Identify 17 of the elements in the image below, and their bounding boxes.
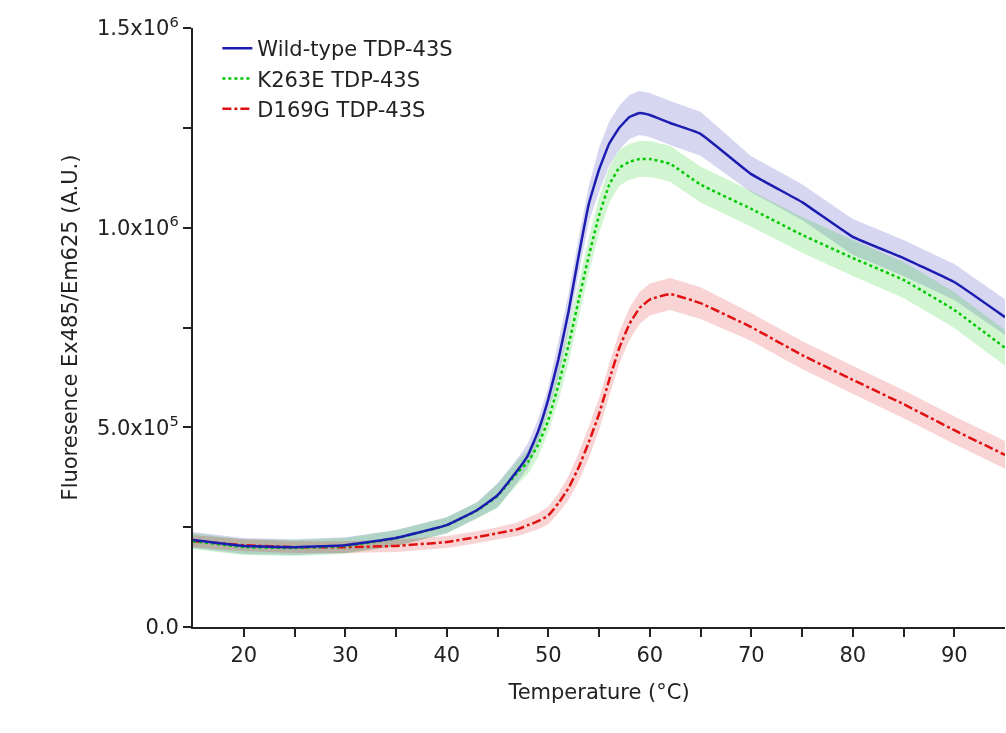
legend-label: K263E TDP-43S [257, 67, 420, 92]
legend-label: D169G TDP-43S [257, 97, 426, 122]
x-tick-label: 30 [331, 643, 359, 668]
x-tick-label: 80 [839, 643, 867, 668]
x-tick-label: 70 [737, 643, 765, 668]
x-tick-label: 50 [534, 643, 562, 668]
legend-label: Wild-type TDP-43S [257, 37, 453, 62]
x-axis-title: Temperature (°C) [507, 679, 690, 704]
y-tick-label: 0.0 [145, 615, 179, 640]
x-tick-label: 60 [636, 643, 664, 668]
x-tick-label: 20 [230, 643, 258, 668]
x-tick-label: 90 [940, 643, 968, 668]
y-tick-label: 5.0x10$^{5}$ [96, 411, 179, 440]
x-tick-label: 40 [433, 643, 461, 668]
y-tick-label: 1.5x10$^{6}$ [96, 12, 179, 41]
y-tick-label: 1.0x10$^{6}$ [96, 212, 179, 241]
y-axis-title: Fluoresence Ex485/Em625 (A.U.) [57, 154, 82, 501]
